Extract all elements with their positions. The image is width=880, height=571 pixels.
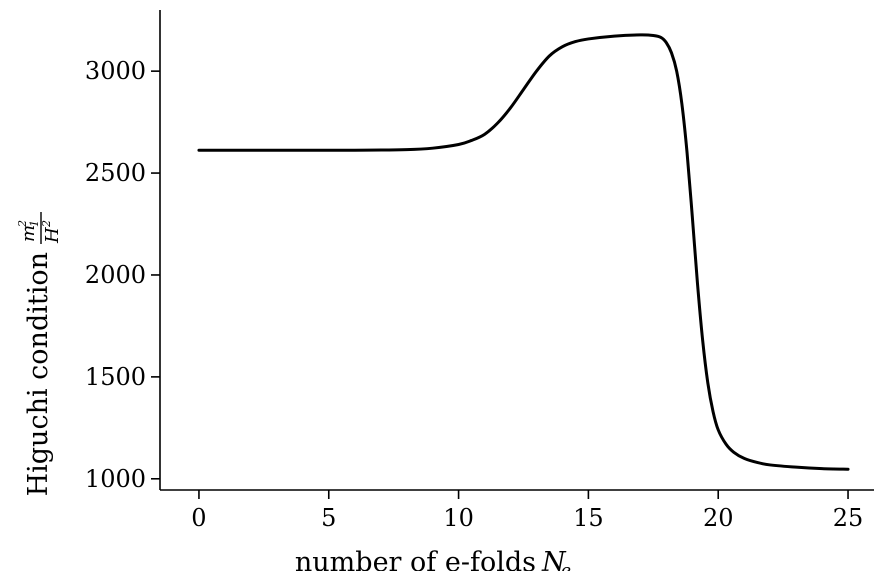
y-fraction-numerator: m xyxy=(18,225,39,242)
x-axis-symbol-subscript: e xyxy=(561,561,571,571)
y-fraction-numerator-sup: 2 xyxy=(16,220,29,228)
x-tick-label: 5 xyxy=(321,504,336,532)
y-fraction-numerator-sub: 1 xyxy=(28,220,41,227)
x-tick-label: 10 xyxy=(443,504,474,532)
x-tick-label: 20 xyxy=(703,504,734,532)
y-axis-title-group: Higuchi condition m 2 1 H 2 xyxy=(16,212,63,496)
series-line-0 xyxy=(197,33,850,471)
x-tick-label: 25 xyxy=(833,504,864,532)
y-axis-title: Higuchi condition xyxy=(23,252,54,496)
y-fraction-denominator-sup: 2 xyxy=(40,220,53,228)
y-tick-label: 1500 xyxy=(85,363,146,391)
y-fraction-denominator: H xyxy=(42,227,63,244)
y-tick-label: 1000 xyxy=(85,465,146,493)
x-tick-label: 15 xyxy=(573,504,604,532)
y-axis-ticks: 1000 1500 2000 2500 3000 xyxy=(85,57,160,493)
series-layer xyxy=(197,33,850,471)
y-tick-label: 3000 xyxy=(85,57,146,85)
y-tick-label: 2500 xyxy=(85,159,146,187)
x-axis-ticks: 0 5 10 15 20 25 xyxy=(191,490,863,532)
y-tick-label: 2000 xyxy=(85,261,146,289)
x-axis-title: number of e-folds xyxy=(295,547,536,571)
x-axis-symbol: N xyxy=(541,547,567,571)
plot-frame xyxy=(159,10,874,491)
x-tick-label: 0 xyxy=(191,504,206,532)
